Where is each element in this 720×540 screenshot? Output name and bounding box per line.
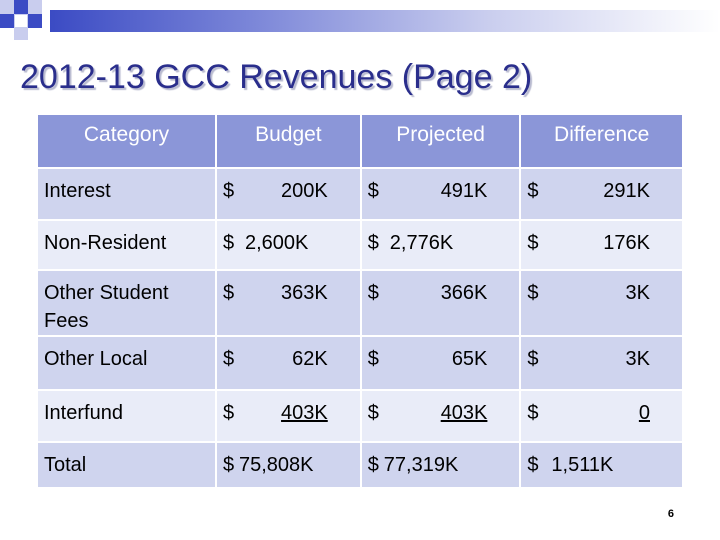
- difference-value: 3K: [625, 348, 650, 370]
- currency-symbol: $: [367, 282, 379, 304]
- category-cell: Interfund: [44, 402, 123, 424]
- projected-value: 2,776K: [389, 232, 454, 254]
- budget-value: 62K: [292, 348, 328, 370]
- table-row: Other Student Fees $363K $366K $3K: [36, 269, 684, 337]
- category-cell: Other Student Fees: [44, 282, 169, 332]
- page-number: 6: [667, 508, 674, 520]
- revenue-table: Category Budget Projected Difference Int…: [36, 113, 684, 489]
- budget-value: 2,600K: [244, 232, 309, 254]
- currency-symbol: $: [367, 454, 379, 476]
- table-row: Total $75,808K $77,319K $1,511K: [36, 441, 684, 489]
- currency-symbol: $: [367, 232, 379, 254]
- currency-symbol: $: [367, 348, 379, 370]
- currency-symbol: $: [527, 348, 539, 370]
- category-cell: Non-Resident: [44, 232, 167, 254]
- table-row: Other Local $62K $65K $3K: [36, 335, 684, 391]
- currency-symbol: $: [222, 348, 235, 370]
- currency-symbol: $: [222, 282, 235, 304]
- difference-value: 176K: [603, 232, 650, 254]
- header-category: Category: [36, 113, 217, 169]
- currency-symbol: $: [527, 402, 539, 424]
- budget-value: 363K: [281, 282, 328, 304]
- header-budget: Budget: [214, 113, 362, 169]
- category-cell: Interest: [44, 180, 111, 202]
- projected-value: 366K: [440, 282, 488, 304]
- slide-title: 2012-13 GCC Revenues (Page 2): [20, 58, 533, 96]
- header-projected: Projected: [359, 113, 522, 169]
- budget-value: 75,808K: [238, 454, 314, 476]
- difference-value: 0: [638, 402, 650, 424]
- difference-value: 291K: [603, 180, 650, 202]
- currency-symbol: $: [222, 232, 235, 254]
- projected-value: 403K: [440, 402, 488, 424]
- projected-value: 77,319K: [383, 454, 459, 476]
- projected-value: 491K: [440, 180, 488, 202]
- category-cell: Total: [44, 454, 87, 476]
- currency-symbol: $: [527, 282, 539, 304]
- decorative-header: [0, 0, 720, 40]
- currency-symbol: $: [527, 180, 539, 202]
- projected-value: 65K: [451, 348, 488, 370]
- currency-symbol: $: [367, 180, 379, 202]
- table-header-row: Category Budget Projected Difference: [36, 113, 684, 169]
- currency-symbol: $: [222, 454, 235, 476]
- difference-value: 1,511K: [551, 454, 614, 476]
- currency-symbol: $: [222, 180, 235, 202]
- table-row: Interfund $403K $403K $0: [36, 389, 684, 443]
- currency-symbol: $: [367, 402, 379, 424]
- category-cell: Other Local: [44, 348, 148, 370]
- currency-symbol: $: [527, 232, 539, 254]
- difference-value: 3K: [625, 282, 650, 304]
- currency-symbol: $: [527, 454, 539, 476]
- budget-value: 403K: [281, 402, 328, 424]
- budget-value: 200K: [281, 180, 328, 202]
- header-difference: Difference: [519, 113, 684, 169]
- table-row: Interest $200K $491K $291K: [36, 167, 684, 221]
- table-row: Non-Resident $2,600K $2,776K $176K: [36, 219, 684, 271]
- currency-symbol: $: [222, 402, 235, 424]
